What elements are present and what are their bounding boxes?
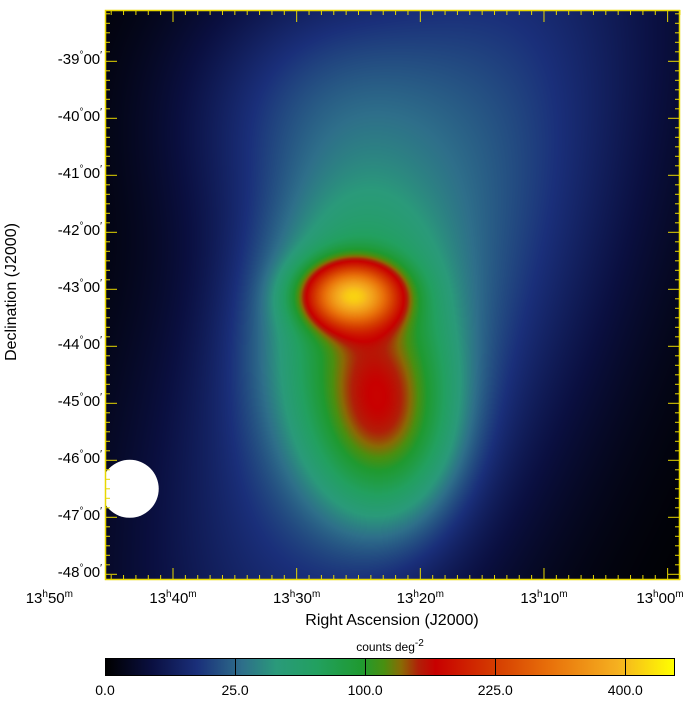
y-tick-arcmin: 00 — [83, 336, 101, 354]
y-tick-arcmin: 00 — [83, 393, 101, 411]
x-tick-minutes: 10 — [542, 590, 560, 607]
y-tick-arcmin-symbol: ′ — [100, 506, 102, 518]
x-tick-label: 13h30m — [273, 589, 321, 608]
y-tick-degrees: -47 — [57, 507, 80, 525]
x-tick-minute-symbol: m — [675, 589, 684, 600]
x-tick-hour-symbol: h — [166, 589, 172, 600]
colorbar-tick-mark — [235, 658, 237, 676]
y-tick-arcmin-symbol: ′ — [100, 335, 102, 347]
x-tick-minutes: 30 — [295, 590, 312, 607]
x-tick-hour-symbol: h — [537, 589, 543, 600]
y-tick-degree-symbol: ° — [79, 449, 84, 461]
y-tick-degree-symbol: ° — [79, 392, 84, 404]
y-tick-arcmin: 00 — [83, 564, 101, 582]
y-tick-degree-symbol: ° — [79, 506, 84, 518]
x-tick-label: 13h20m — [396, 589, 444, 608]
y-tick-arcmin: 00 — [83, 507, 101, 525]
y-tick-arcmin-symbol: ′ — [100, 278, 102, 290]
y-tick-arcmin-symbol: ′ — [100, 563, 102, 575]
x-tick-hours: 13 — [273, 590, 290, 607]
y-tick-arcmin: 00 — [83, 165, 101, 183]
colorbar-tick-mark — [625, 658, 627, 676]
y-tick-arcmin: 00 — [83, 279, 101, 297]
y-tick-arcmin-symbol: ′ — [100, 449, 102, 461]
y-tick-degrees: -41 — [57, 165, 80, 183]
y-tick-degrees: -44 — [57, 336, 80, 354]
x-tick-hours: 13 — [396, 590, 414, 607]
colorbar-tick-label: 400.0 — [607, 682, 643, 698]
y-tick-degrees: -40 — [57, 108, 80, 126]
y-tick-arcmin-symbol: ′ — [100, 392, 102, 404]
y-tick-degree-symbol: ° — [79, 335, 84, 347]
x-tick-label: 13h50m — [25, 589, 73, 608]
y-tick-arcmin-symbol: ′ — [100, 221, 102, 233]
y-tick-arcmin-symbol: ′ — [100, 107, 102, 119]
x-tick-hour-symbol: h — [653, 589, 659, 600]
y-tick-degrees: -48 — [57, 564, 80, 582]
y-tick-label: -45°00′ — [12, 392, 102, 411]
x-tick-label: 13h00m — [636, 589, 684, 608]
y-tick-degree-symbol: ° — [79, 221, 84, 233]
colorbar-title-text: counts deg — [356, 640, 415, 654]
x-tick-hours: 13 — [520, 590, 538, 607]
colorbar-tick-label: 225.0 — [477, 682, 513, 698]
x-tick-hours: 13 — [25, 590, 43, 607]
y-tick-label: -48°00′ — [12, 563, 102, 582]
psf-beam-circle — [100, 459, 159, 518]
y-tick-degrees: -45 — [57, 393, 80, 411]
y-tick-degree-symbol: ° — [79, 278, 84, 290]
x-tick-minute-symbol: m — [311, 589, 321, 600]
y-tick-degrees: -39 — [57, 51, 80, 69]
y-tick-label: -42°00′ — [12, 221, 102, 240]
colorbar-tick-mark — [365, 658, 367, 676]
y-tick-arcmin: 00 — [83, 450, 101, 468]
y-tick-arcmin: 00 — [83, 51, 101, 69]
y-tick-label: -43°00′ — [12, 278, 102, 297]
x-tick-label: 13h10m — [520, 589, 568, 608]
colorbar-title: counts deg-2 — [356, 638, 424, 655]
y-tick-arcmin: 00 — [83, 108, 101, 126]
x-tick-minutes: 00 — [658, 590, 676, 607]
y-tick-label: -40°00′ — [12, 107, 102, 126]
axes-frame — [100, 9, 681, 581]
y-tick-degree-symbol: ° — [79, 107, 84, 119]
y-tick-degrees: -43 — [57, 279, 80, 297]
x-tick-hour-symbol: h — [289, 589, 296, 600]
x-tick-minute-symbol: m — [188, 589, 197, 600]
x-tick-minute-symbol: m — [559, 589, 568, 600]
y-tick-label: -46°00′ — [12, 449, 102, 468]
colorbar-tick-label: 25.0 — [221, 682, 249, 698]
x-tick-hour-symbol: h — [42, 589, 48, 600]
colorbar-tick-mark — [495, 658, 497, 676]
x-tick-minutes: 50 — [47, 590, 65, 607]
y-tick-degrees: -46 — [57, 450, 80, 468]
colorbar — [105, 658, 675, 676]
y-tick-degrees: -42 — [57, 222, 80, 240]
x-tick-minutes: 40 — [171, 590, 189, 607]
colorbar-tick-label: 100.0 — [347, 682, 383, 698]
colorbar-title-exponent: -2 — [414, 638, 424, 649]
y-tick-degree-symbol: ° — [79, 164, 84, 176]
y-tick-label: -41°00′ — [12, 164, 102, 183]
y-tick-degree-symbol: ° — [79, 50, 84, 62]
y-tick-arcmin-symbol: ′ — [100, 164, 102, 176]
x-tick-minute-symbol: m — [64, 589, 73, 600]
x-tick-minute-symbol: m — [435, 589, 444, 600]
x-axis-label: Right Ascension (J2000) — [305, 612, 479, 629]
y-tick-label: -39°00′ — [12, 50, 102, 69]
x-tick-label: 13h40m — [149, 589, 197, 608]
x-tick-minutes: 20 — [418, 590, 436, 607]
plot-area — [100, 9, 681, 581]
y-tick-label: -44°00′ — [12, 335, 102, 354]
x-tick-hour-symbol: h — [413, 589, 419, 600]
y-tick-label: -47°00′ — [12, 506, 102, 525]
frame-border — [104, 9, 681, 581]
y-tick-arcmin-symbol: ′ — [100, 50, 102, 62]
y-tick-arcmin: 00 — [83, 222, 101, 240]
count-map-image — [105, 10, 680, 580]
colorbar-tick-label: 0.0 — [95, 682, 115, 698]
x-tick-hours: 13 — [636, 590, 654, 607]
y-tick-degree-symbol: ° — [79, 563, 84, 575]
x-tick-hours: 13 — [149, 590, 167, 607]
